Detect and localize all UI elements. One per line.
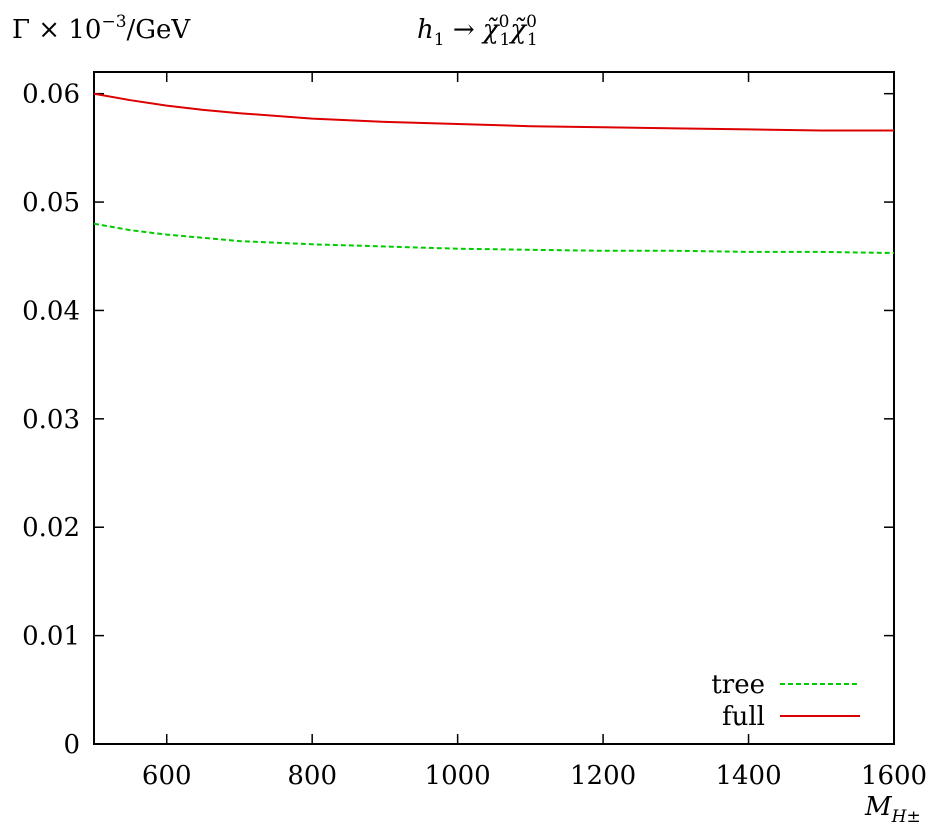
y-tick-label: 0.05 — [22, 188, 80, 218]
title-chi-1: χ̃ — [481, 15, 501, 45]
y-axis-label: Γ × 10−3/GeV — [12, 12, 191, 45]
legend-label-full: full — [722, 702, 765, 732]
title-chi-2-sub: 1 — [527, 30, 538, 50]
y-tick-label: 0.02 — [22, 513, 80, 543]
x-axis-label: MH± — [864, 792, 921, 827]
title-h: h — [417, 15, 434, 45]
title-h-sub: 1 — [434, 30, 445, 50]
y-tick-label: 0.06 — [22, 80, 80, 110]
x-tick-label: 1200 — [570, 761, 636, 791]
y-tick-label: 0.04 — [22, 296, 80, 326]
title-chi-2: χ̃ — [508, 15, 528, 45]
series-layer — [94, 92, 894, 254]
x-tick-label: 1400 — [715, 761, 781, 791]
title-chi-2-sup: 0 — [526, 12, 537, 32]
axis-tick-labels: 600 800 1000 1200 1400 1600 0 0.01 0.02 0.03 0.04 0… — [22, 80, 927, 791]
y-axis-label-exponent: −3 — [101, 12, 126, 32]
x-tick-label: 1000 — [425, 761, 491, 791]
title-chi-1-sub: 1 — [500, 30, 511, 50]
x-axis-label-m: M — [864, 792, 893, 822]
series-line-tree — [94, 222, 894, 254]
x-tick-label: 600 — [142, 761, 192, 791]
x-tick-label: 1600 — [861, 761, 927, 791]
y-axis-label-unit: /GeV — [127, 15, 192, 45]
y-tick-label: 0.01 — [22, 622, 80, 652]
chart-title: h1 → χ̃0 1χ̃0 1 — [417, 12, 538, 50]
axis-ticks — [94, 72, 895, 745]
title-arrow: → — [445, 15, 483, 45]
series-line-full — [94, 92, 894, 132]
x-axis-label-sub: H± — [891, 807, 921, 827]
y-tick-label: 0 — [63, 730, 80, 760]
x-tick-label: 800 — [287, 761, 337, 791]
plot-frame — [93, 71, 895, 745]
y-axis-label-gamma: Γ × 10 — [12, 15, 101, 45]
y-tick-label: 0.03 — [22, 405, 80, 435]
title-chi-1-sup: 0 — [499, 12, 510, 32]
legend-label-tree: tree — [711, 670, 765, 700]
